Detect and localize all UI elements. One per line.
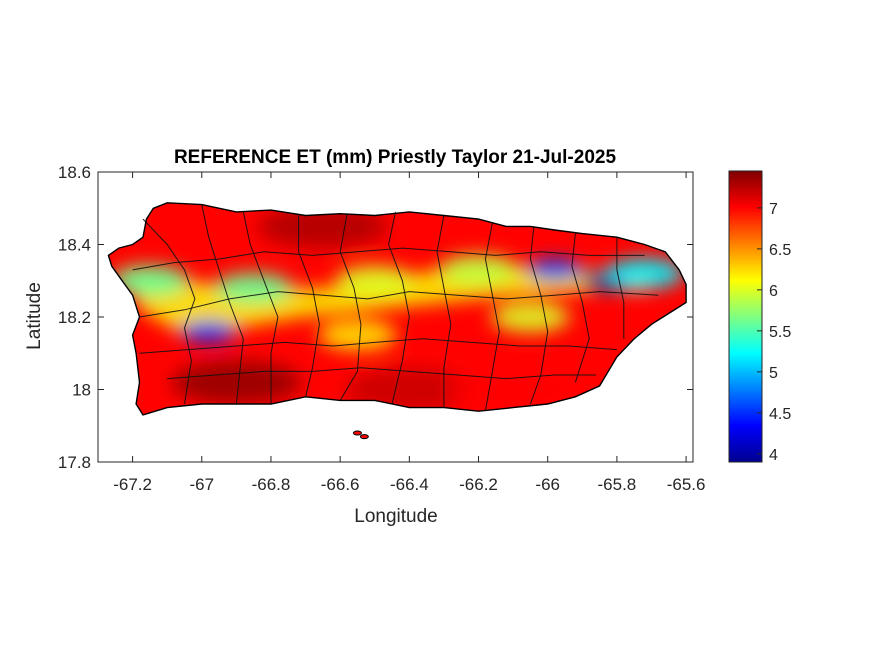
colorbar-ticks: 4 4.5 5 5.5 6 6.5 7 bbox=[757, 201, 791, 464]
municipality-boundary bbox=[484, 222, 500, 412]
x-tick-label: -66.2 bbox=[459, 475, 498, 494]
x-tick-label: -66.4 bbox=[390, 475, 429, 494]
municipality-boundary bbox=[529, 226, 549, 405]
chart-title: REFERENCE ET (mm) Priestly Taylor 21-Jul… bbox=[174, 147, 616, 168]
islets bbox=[352, 430, 369, 440]
municipality-boundary bbox=[139, 291, 659, 318]
x-tick-label: -67 bbox=[189, 475, 214, 494]
municipality-boundary bbox=[339, 213, 362, 401]
low-et-zone bbox=[605, 258, 684, 289]
low-et-zone bbox=[335, 265, 414, 297]
municipality-boundary bbox=[388, 211, 410, 405]
x-tick-label: -66.6 bbox=[321, 475, 360, 494]
islet bbox=[352, 430, 362, 436]
municipality-boundaries bbox=[132, 204, 659, 412]
island-outline bbox=[107, 202, 687, 416]
y-tick-label: 18 bbox=[72, 381, 91, 400]
municipality-boundary bbox=[571, 233, 590, 383]
municipality-boundary bbox=[142, 218, 196, 405]
low-et-zone bbox=[214, 272, 293, 304]
y-tick-label: 18.6 bbox=[58, 163, 91, 182]
low-et-zone bbox=[439, 254, 518, 286]
colorbar-tick-label: 4.5 bbox=[769, 406, 791, 423]
colorbar-gradient bbox=[728, 170, 763, 463]
x-axis: -67.2 -67 -66.8 -66.6 -66.4 -66.2 -66 -65.8 -65.… bbox=[113, 172, 705, 494]
low-et-zone bbox=[491, 301, 570, 333]
low-et-zone bbox=[526, 258, 583, 281]
municipality-boundary bbox=[139, 338, 617, 354]
municipality-boundary bbox=[167, 367, 597, 380]
low-et-zone bbox=[180, 320, 237, 343]
y-tick-label: 18.2 bbox=[58, 308, 91, 327]
low-et-zone bbox=[110, 265, 190, 297]
colorbar-tick-label: 5.5 bbox=[769, 324, 791, 341]
high-et-zone bbox=[257, 204, 388, 249]
colorbar-tick-label: 6 bbox=[769, 283, 778, 300]
et-band bbox=[125, 266, 652, 336]
colorbar-tick-label: 4 bbox=[769, 447, 778, 464]
municipality-boundary bbox=[242, 211, 279, 404]
y-tick-label: 17.8 bbox=[58, 453, 91, 472]
colorbar-tick-label: 5 bbox=[769, 365, 778, 382]
map-plot-area bbox=[97, 171, 694, 463]
high-et-zone bbox=[448, 367, 579, 412]
x-tick-label: -65.8 bbox=[598, 475, 637, 494]
municipality-boundary bbox=[298, 215, 320, 397]
colorbar-tick-label: 6.5 bbox=[769, 242, 791, 259]
x-tick-label: -66 bbox=[535, 475, 560, 494]
x-tick-label: -66.8 bbox=[252, 475, 291, 494]
y-axis: 17.8 18 18.2 18.4 18.6 bbox=[58, 163, 693, 472]
municipality-boundary bbox=[616, 237, 625, 339]
x-tick-label: -67.2 bbox=[113, 475, 152, 494]
islet bbox=[359, 434, 369, 440]
y-tick-label: 18.4 bbox=[58, 236, 91, 255]
municipality-boundary bbox=[201, 204, 244, 405]
x-tick-label: -65.6 bbox=[667, 475, 706, 494]
municipality-boundary bbox=[132, 247, 645, 271]
colorbar: 4 4.5 5 5.5 6 6.5 7 bbox=[728, 170, 791, 464]
y-axis-label: Latitude bbox=[24, 282, 45, 350]
colorbar-tick-label: 7 bbox=[769, 201, 778, 218]
x-axis-label: Longitude bbox=[354, 506, 437, 527]
low-et-zone bbox=[318, 319, 397, 351]
